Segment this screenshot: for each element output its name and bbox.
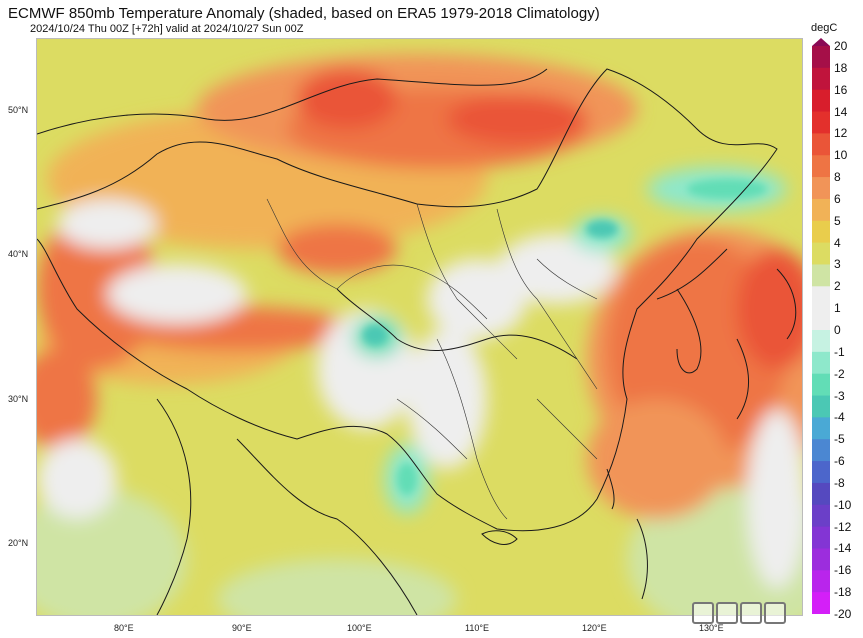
colorbar-tick-label: -16 bbox=[834, 563, 852, 578]
colorbar-segment bbox=[812, 570, 830, 593]
map-subtitle: 2024/10/24 Thu 00Z [+72h] valid at 2024/… bbox=[30, 23, 304, 35]
colorbar-tick-label: 12 bbox=[834, 126, 848, 141]
colorbar-tick-label: 18 bbox=[834, 60, 848, 75]
colorbar-tick-label: 2 bbox=[834, 279, 841, 294]
colorbar-segment bbox=[812, 264, 830, 287]
lat-label-30n: 30°N bbox=[8, 394, 29, 404]
colorbar-segment bbox=[812, 526, 830, 549]
anomaly-shading bbox=[37, 54, 802, 615]
colorbar-tick-label: 4 bbox=[834, 235, 841, 250]
colorbar-segment bbox=[812, 330, 830, 353]
lat-label-40n: 40°N bbox=[8, 249, 29, 259]
lat-label-50n: 50°N bbox=[8, 105, 29, 115]
colorbar-tick-label: -6 bbox=[834, 454, 845, 469]
colorbar-tick-label: 6 bbox=[834, 191, 841, 206]
colorbar-tick-label: -20 bbox=[834, 607, 852, 621]
colorbar-segment bbox=[812, 308, 830, 331]
province-boundaries bbox=[266, 198, 598, 520]
colorbar-tick-label: 16 bbox=[834, 82, 848, 97]
colorbar-segment bbox=[812, 133, 830, 156]
colorbar-tick-label: 5 bbox=[834, 213, 841, 228]
colorbar-tick-label: -12 bbox=[834, 519, 852, 534]
colorbar-tick-label: -4 bbox=[834, 410, 845, 425]
lon-label-130e: 130°E bbox=[699, 623, 724, 633]
colorbar bbox=[812, 38, 830, 614]
anomaly-cool-cores bbox=[363, 179, 767, 495]
anomaly-map bbox=[36, 38, 803, 616]
colorbar-segment bbox=[812, 417, 830, 440]
colorbar-unit-label: degC bbox=[811, 22, 838, 34]
colorbar-tick-label: -2 bbox=[834, 366, 845, 381]
colorbar-tick-label: 20 bbox=[834, 39, 848, 53]
colorbar-segment bbox=[812, 67, 830, 91]
lon-label-80e: 80°E bbox=[114, 623, 134, 633]
watermark-box-icon bbox=[764, 602, 786, 624]
colorbar-segment bbox=[812, 482, 830, 506]
colorbar-segment bbox=[812, 286, 830, 309]
colorbar-segment bbox=[812, 89, 830, 113]
colorbar-tick-label: 10 bbox=[834, 148, 848, 163]
colorbar-segment bbox=[812, 373, 830, 397]
colorbar-segment bbox=[812, 439, 830, 462]
map-canvas bbox=[37, 39, 802, 615]
watermark-box-icon bbox=[692, 602, 714, 624]
colorbar-segment bbox=[812, 504, 830, 528]
watermark-box-icon bbox=[716, 602, 738, 624]
lon-label-110e: 110°E bbox=[465, 623, 489, 633]
colorbar-tick-label: -14 bbox=[834, 541, 852, 556]
colorbar-tick-label: 0 bbox=[834, 323, 841, 337]
colorbar-segment bbox=[812, 155, 830, 178]
colorbar-segment bbox=[812, 111, 830, 134]
colorbar-segment bbox=[812, 592, 830, 614]
colorbar-extend-arrow bbox=[812, 38, 830, 46]
colorbar-segment bbox=[812, 395, 830, 418]
colorbar-tick-label: -10 bbox=[834, 497, 852, 512]
colorbar-segment bbox=[812, 46, 830, 69]
colorbar-tick-label: 1 bbox=[834, 301, 841, 316]
colorbar-segment bbox=[812, 198, 830, 222]
map-title: ECMWF 850mb Temperature Anomaly (shaded,… bbox=[8, 5, 600, 22]
lon-label-100e: 100°E bbox=[347, 623, 372, 633]
colorbar-segment bbox=[812, 177, 830, 200]
colorbar-segment bbox=[812, 548, 830, 571]
lat-label-20n: 20°N bbox=[8, 538, 29, 548]
colorbar-tick-label: -18 bbox=[834, 585, 852, 600]
colorbar-tick-label: 3 bbox=[834, 257, 841, 272]
colorbar-segment bbox=[812, 242, 830, 265]
lon-label-120e: 120°E bbox=[582, 623, 607, 633]
colorbar-tick-label: -5 bbox=[834, 432, 845, 447]
colorbar-segment bbox=[812, 461, 830, 484]
watermark bbox=[692, 600, 802, 624]
borders-and-coastlines bbox=[37, 68, 797, 615]
colorbar-tick-label: 8 bbox=[834, 170, 841, 185]
lon-label-90e: 90°E bbox=[232, 623, 252, 633]
colorbar-segment bbox=[812, 351, 830, 375]
colorbar-tick-label: -3 bbox=[834, 388, 845, 403]
colorbar-segment bbox=[812, 220, 830, 244]
colorbar-tick-label: -8 bbox=[834, 475, 845, 490]
colorbar-tick-label: 14 bbox=[834, 104, 848, 119]
colorbar-tick-label: -1 bbox=[834, 344, 845, 359]
watermark-box-icon bbox=[740, 602, 762, 624]
